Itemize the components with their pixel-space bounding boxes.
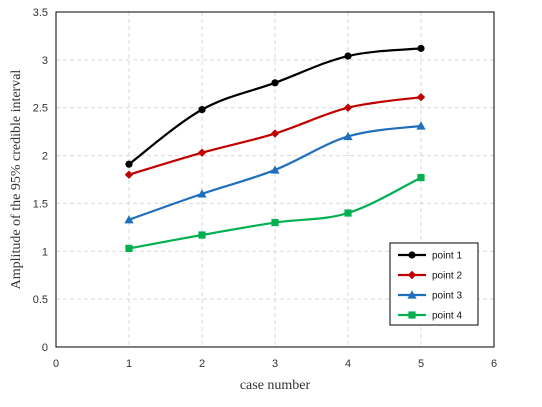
data-point (270, 165, 280, 174)
data-point (417, 44, 425, 52)
data-point (344, 52, 352, 60)
legend-marker (407, 270, 417, 280)
legend-label: point 2 (432, 271, 462, 282)
legend-box (389, 242, 479, 326)
data-point (271, 218, 279, 227)
data-point (271, 79, 279, 87)
x-tick-label: 5 (418, 358, 424, 370)
y-tick-label: 1.5 (33, 198, 48, 210)
data-point (198, 231, 206, 239)
legend-marker (408, 311, 416, 319)
data-point (343, 103, 353, 112)
data-point (124, 170, 134, 179)
plot-area (55, 11, 495, 348)
data-point (416, 121, 426, 130)
y-axis-title: Amplitude of the 95% credible interval (9, 70, 24, 290)
data-point (270, 129, 280, 138)
legend-marker (408, 251, 416, 259)
legend-item: point 4 (398, 311, 462, 322)
data-point (197, 148, 207, 157)
legend-label: point 1 (432, 251, 462, 262)
data-point (197, 189, 207, 198)
y-tick-label: 3.5 (33, 7, 48, 19)
y-tick-label: 2.5 (33, 103, 48, 115)
data-point (343, 131, 353, 141)
series-3 (124, 121, 426, 224)
data-point (344, 209, 352, 217)
axis-ticks: 0 0.5 1 1.5 2 2.5 3 3.5 0 1 2 3 4 5 6 (33, 7, 497, 370)
legend-item: point 3 (398, 290, 462, 302)
legend-marker (407, 290, 417, 299)
x-tick-label: 2 (199, 358, 205, 370)
y-tick-label: 3 (42, 55, 48, 67)
data-point (417, 173, 425, 182)
legend-label: point 3 (432, 291, 462, 302)
x-tick-label: 4 (345, 358, 351, 370)
data-point (198, 106, 206, 114)
x-tick-label: 1 (126, 358, 132, 370)
legend: point 1 point 2 point 3 point 4 (389, 242, 479, 326)
data-point (416, 92, 426, 102)
legend-label: point 4 (432, 311, 462, 322)
legend-item: point 2 (398, 271, 462, 282)
y-tick-label: 2 (42, 151, 48, 163)
data-point (124, 215, 134, 224)
y-tick-label: 1 (42, 246, 48, 258)
series (124, 44, 426, 253)
y-tick-label: 0.5 (33, 294, 48, 306)
series-1 (125, 44, 425, 168)
legend-item: point 1 (398, 251, 462, 262)
x-tick-label: 0 (53, 358, 59, 370)
data-point (125, 160, 133, 168)
x-tick-label: 3 (272, 358, 278, 370)
x-axis-title: case number (240, 378, 311, 393)
y-tick-label: 0 (42, 342, 48, 354)
x-tick-label: 6 (491, 358, 497, 370)
series-4 (125, 173, 425, 253)
series-2 (124, 92, 426, 179)
data-point (125, 244, 133, 253)
